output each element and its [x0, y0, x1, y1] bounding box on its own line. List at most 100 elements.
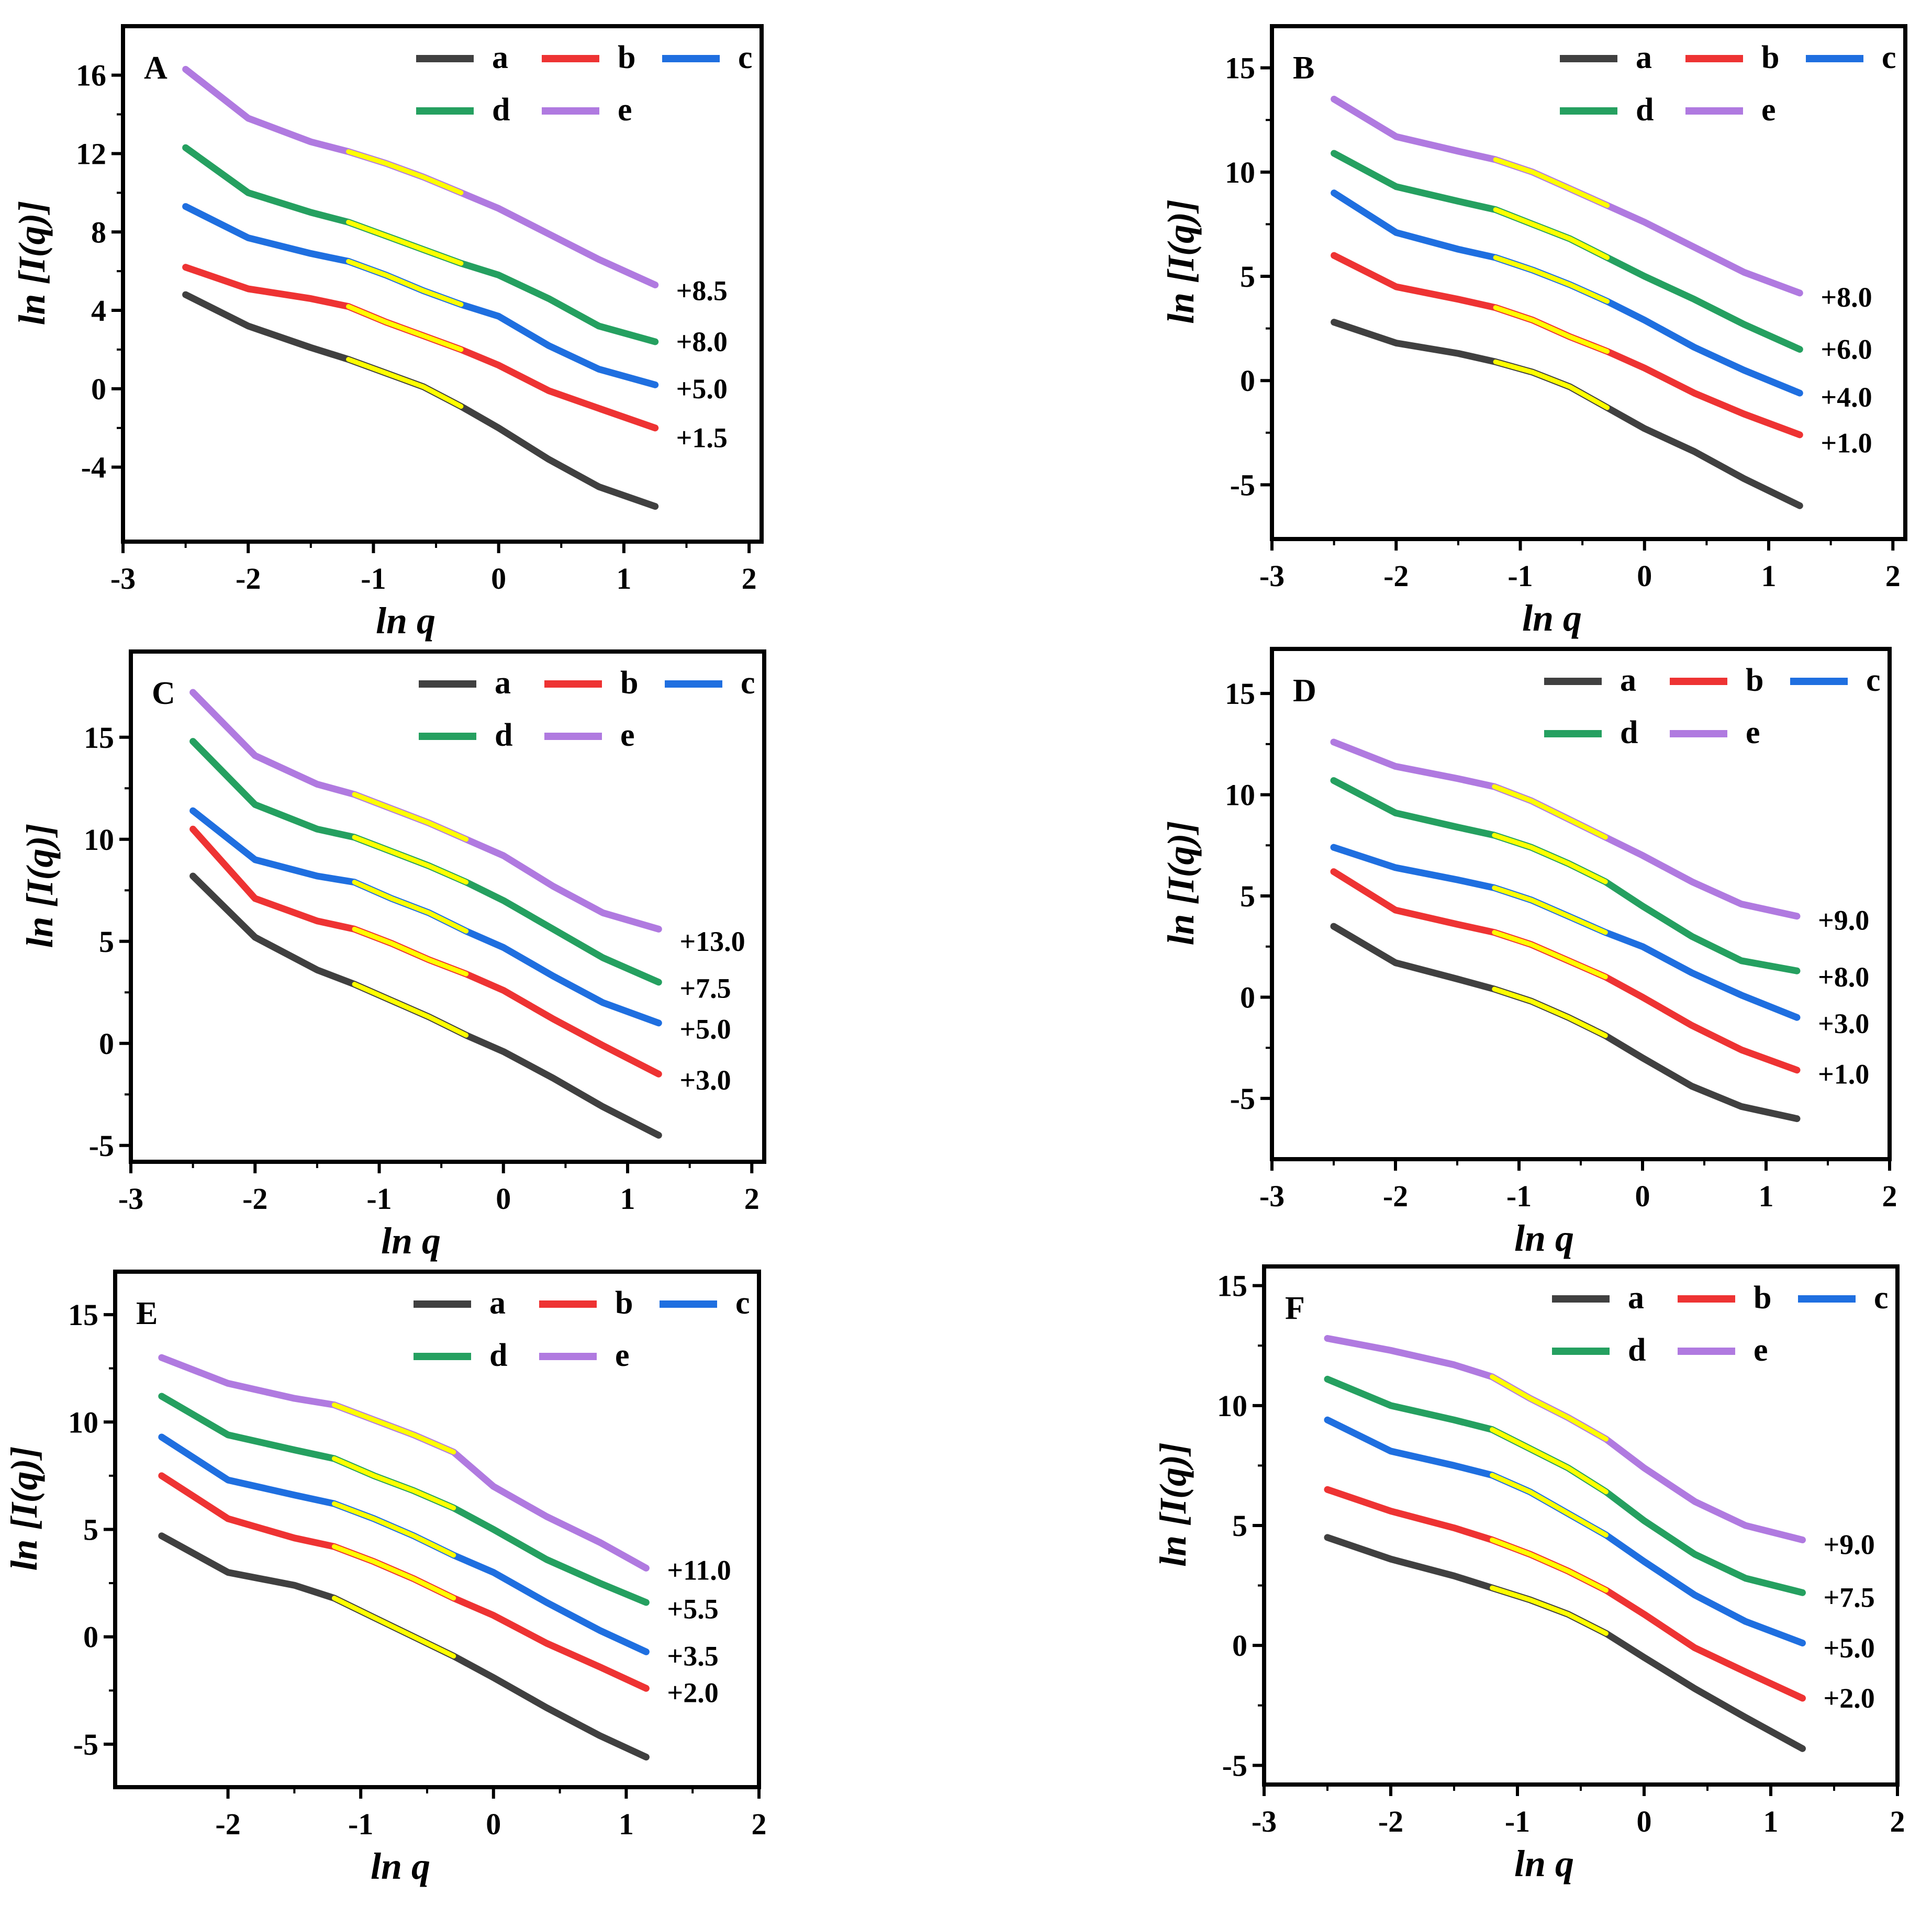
legend-label-c: c	[1874, 1280, 1889, 1316]
series-d-fit-segment	[346, 220, 464, 266]
x-tick-label: -1	[1507, 559, 1533, 593]
y-tick-label: 0	[99, 1027, 114, 1061]
legend-label-a: a	[1620, 663, 1636, 698]
series-d-fit-segment	[352, 835, 469, 885]
series-c-line	[1331, 189, 1803, 397]
series-b-fit-segment	[332, 1544, 456, 1601]
x-tick-label: 2	[1882, 1179, 1897, 1213]
offset-label-d: +7.5	[1824, 1582, 1875, 1613]
y-tick-label: -5	[73, 1727, 98, 1762]
series-c-fit-segment	[1493, 255, 1610, 304]
y-tick-label: 0	[1240, 364, 1255, 398]
x-axis-title: ln q	[376, 600, 435, 642]
panel-d: -3 -2 -1 0 1 2 -5 0 5 10 15 ln q ln [I(q)] D a b c d e +9.0…	[1160, 647, 1897, 1259]
series-d-line	[1331, 150, 1803, 353]
x-tick-label: -1	[366, 1182, 392, 1216]
series-c-line	[189, 807, 662, 1027]
x-axis-title: ln q	[1522, 597, 1582, 639]
panel-e: -2 -1 0 1 2 -5 0 5 10 15 ln q ln [I(q)] E a b c d e +11.0 +…	[3, 1270, 767, 1887]
legend-label-e: e	[1746, 715, 1760, 750]
y-tick-label: 15	[84, 721, 114, 755]
x-tick-label: -1	[348, 1807, 373, 1841]
series-e-fit-segment	[352, 792, 469, 842]
legend-label-b: b	[618, 40, 635, 75]
offset-label-c: +3.5	[667, 1641, 718, 1672]
y-tick-label: -5	[1222, 1748, 1247, 1782]
legend-label-d: d	[492, 92, 510, 128]
legend-label-a: a	[1628, 1280, 1644, 1316]
y-tick-label: 0	[91, 372, 106, 406]
plot-frame	[129, 649, 766, 1164]
series-e-fit-segment	[346, 149, 464, 195]
y-tick-label: 5	[1232, 1509, 1247, 1543]
series-a-line	[1331, 319, 1803, 509]
offset-label-e: +11.0	[667, 1554, 731, 1586]
series-b-fit-segment	[346, 304, 464, 352]
legend-label-b: b	[620, 665, 638, 701]
series-b-fit-segment	[1492, 930, 1608, 980]
series-d-fit-segment	[332, 1456, 456, 1510]
legend: a b c d e	[1552, 1280, 1889, 1368]
x-tick-label: 2	[1890, 1804, 1905, 1838]
x-tick-label: 2	[744, 1182, 760, 1216]
series-e-fit-segment	[1493, 157, 1610, 208]
x-tick-label: 1	[1763, 1804, 1779, 1838]
offset-label-d: +8.0	[676, 326, 728, 357]
series-e-fit-segment	[1492, 784, 1608, 840]
series-c-fit-segment	[346, 259, 464, 307]
legend-label-e: e	[620, 717, 635, 753]
x-tick-label: 2	[1885, 559, 1901, 593]
series-a-fit-segment	[1490, 1585, 1609, 1636]
offset-label-b: +1.0	[1821, 428, 1872, 459]
series-d-fit-segment	[1490, 1427, 1609, 1495]
x-tick-label: -2	[1383, 559, 1409, 593]
offset-label-e: +9.0	[1824, 1529, 1875, 1561]
y-axis-title: ln [I(q)]	[19, 824, 61, 948]
plot-frame	[113, 1270, 761, 1789]
series-c-line	[1330, 844, 1801, 1021]
offset-label-e: +9.0	[1818, 904, 1869, 936]
offset-label-b: +1.0	[1818, 1059, 1869, 1090]
x-tick-label: -2	[1378, 1804, 1403, 1838]
y-tick-label: 10	[1217, 1389, 1247, 1423]
series-a-fit-segment	[332, 1596, 456, 1659]
x-tick-label: -3	[1259, 559, 1285, 593]
panel-label: C	[152, 676, 175, 711]
legend-label-a: a	[492, 40, 508, 75]
series-c-fit-segment	[1492, 885, 1608, 935]
legend-label-e: e	[1761, 92, 1776, 128]
y-tick-label: 15	[1217, 1269, 1247, 1303]
offset-label-e: +8.0	[1821, 282, 1872, 313]
x-axis-title: ln q	[1514, 1217, 1574, 1259]
series-d-fit-segment	[1492, 833, 1608, 884]
x-tick-label: -2	[242, 1182, 267, 1216]
y-tick-label: 0	[83, 1620, 98, 1654]
y-tick-label: 10	[84, 823, 114, 857]
legend-label-d: d	[1628, 1332, 1646, 1368]
x-tick-label: 2	[752, 1807, 767, 1841]
offset-label-d: +5.5	[667, 1593, 718, 1624]
y-axis-title: ln [I(q)]	[3, 1446, 45, 1571]
panel-label: D	[1293, 673, 1316, 709]
y-tick-label: 15	[1225, 677, 1255, 711]
legend-label-b: b	[1746, 663, 1763, 698]
panel-b: -3 -2 -1 0 1 2 -5 0 5 10 15 ln q ln [I(q)] B a b c d e +8.0…	[1160, 24, 1907, 639]
plot-frame	[1270, 24, 1907, 541]
offset-label-b: +2.0	[1824, 1682, 1875, 1714]
x-tick-label: 1	[1759, 1179, 1774, 1213]
legend: a b c d e	[1560, 40, 1896, 128]
panel-c: -3 -2 -1 0 1 2 -5 0 5 10 15 ln q ln [I(q)] C a b c d e +13.…	[19, 649, 766, 1262]
x-tick-label: -1	[1506, 1179, 1532, 1213]
panel-f: -3 -2 -1 0 1 2 -5 0 5 10 15 ln q ln [I(q)] F a b c d e +9.0…	[1152, 1264, 1905, 1884]
series-c-line	[182, 203, 659, 388]
panel-label: A	[144, 50, 167, 86]
plot-frame	[121, 24, 764, 544]
legend-label-a: a	[489, 1285, 506, 1321]
offset-label-c: +5.0	[1824, 1632, 1875, 1664]
y-tick-label: 5	[99, 925, 114, 959]
legend-label-a: a	[495, 665, 511, 701]
plot-frame	[1270, 647, 1892, 1161]
y-tick-label: 12	[76, 137, 106, 171]
y-tick-label: 0	[1240, 980, 1255, 1014]
